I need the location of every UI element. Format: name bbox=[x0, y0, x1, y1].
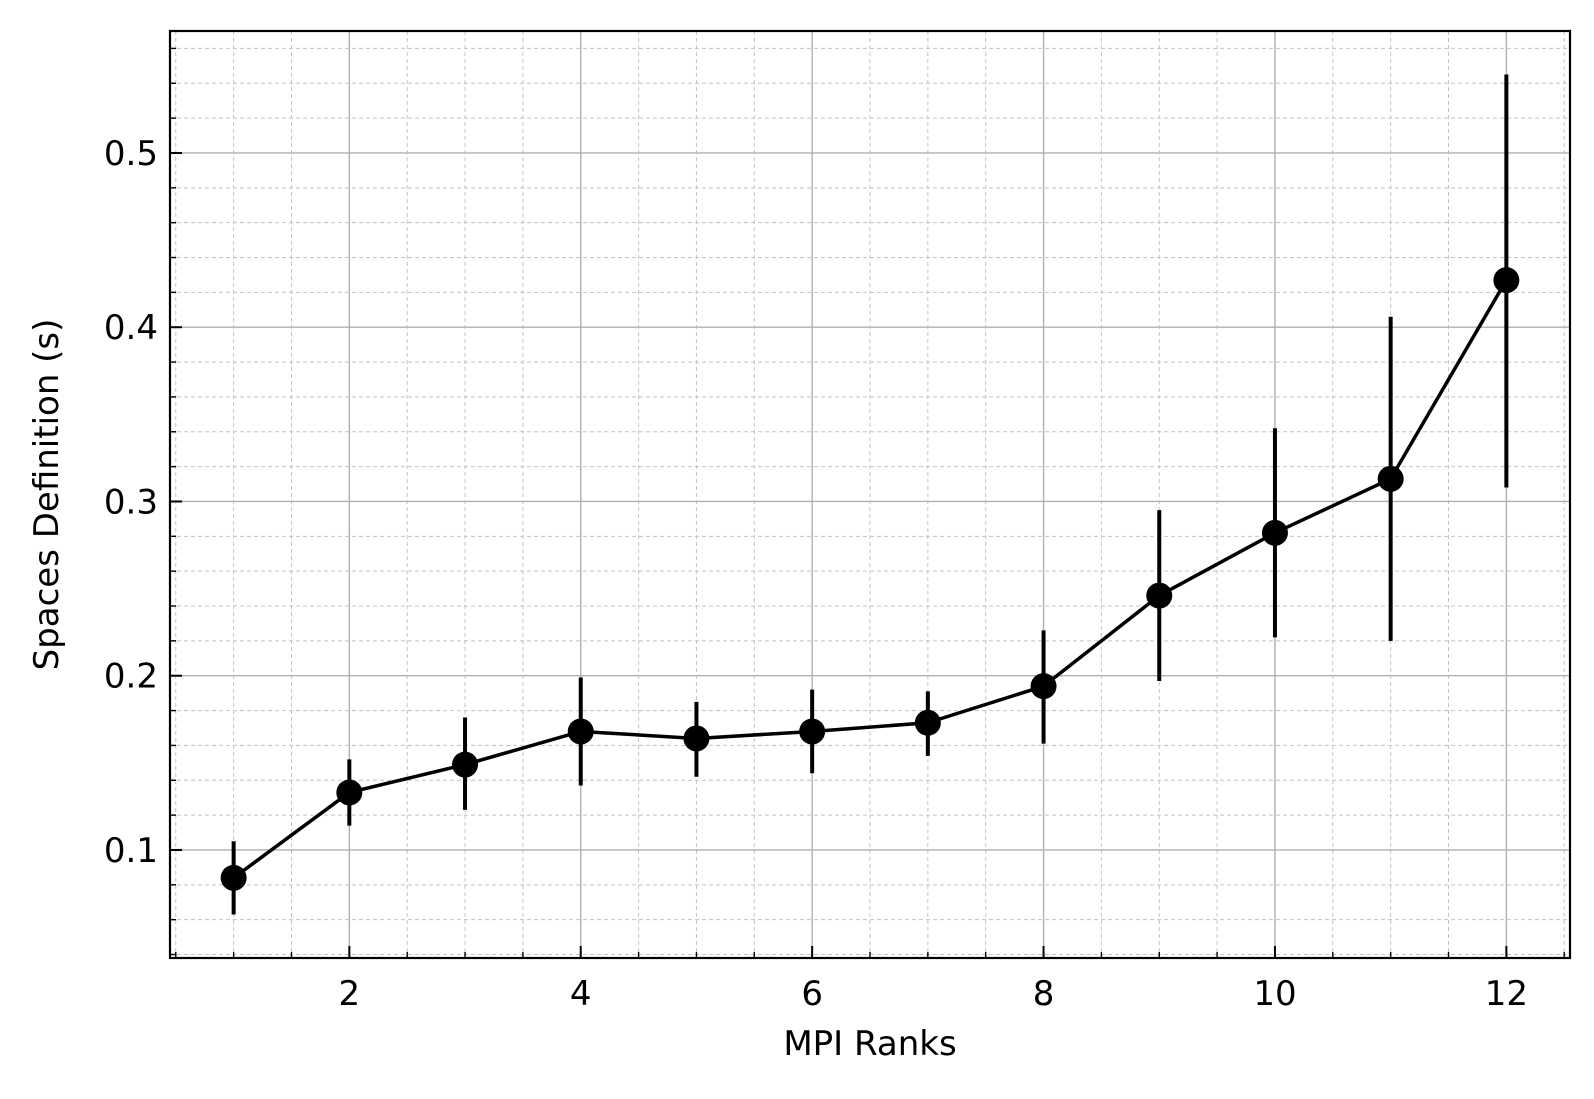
data-point bbox=[1377, 465, 1404, 492]
data-point bbox=[452, 751, 479, 778]
y-tick-label: 0.1 bbox=[104, 831, 158, 871]
data-point bbox=[799, 718, 826, 745]
x-tick-label: 4 bbox=[570, 974, 592, 1014]
y-axis-label: Spaces Definition (s) bbox=[27, 319, 67, 671]
y-tick-label: 0.5 bbox=[104, 134, 158, 174]
data-point bbox=[336, 779, 363, 806]
plot-frame bbox=[168, 29, 1572, 960]
data-point bbox=[1261, 519, 1288, 546]
data-point bbox=[1146, 582, 1173, 609]
tick-labels: 2 4 6 8 10 12 0.1 0.2 0.3 0.4 0.5 bbox=[104, 134, 1528, 1014]
x-tick-label: 12 bbox=[1485, 974, 1528, 1014]
y-tick-label: 0.4 bbox=[104, 308, 158, 348]
x-tick-label: 10 bbox=[1253, 974, 1296, 1014]
x-tick-label: 6 bbox=[801, 974, 823, 1014]
series-layer bbox=[220, 74, 1520, 915]
data-point bbox=[914, 709, 941, 736]
data-point bbox=[1493, 267, 1520, 294]
data-point bbox=[683, 725, 710, 752]
axis-ticks bbox=[170, 47, 1565, 958]
x-tick-label: 2 bbox=[339, 974, 361, 1014]
x-axis-label: MPI Ranks bbox=[783, 1024, 956, 1064]
series-line bbox=[232, 279, 1508, 880]
y-tick-label: 0.3 bbox=[104, 482, 158, 522]
x-tick-label: 8 bbox=[1033, 974, 1055, 1014]
data-point bbox=[220, 864, 247, 891]
data-point bbox=[567, 718, 594, 745]
data-point bbox=[1030, 673, 1057, 700]
y-tick-label: 0.2 bbox=[104, 657, 158, 697]
